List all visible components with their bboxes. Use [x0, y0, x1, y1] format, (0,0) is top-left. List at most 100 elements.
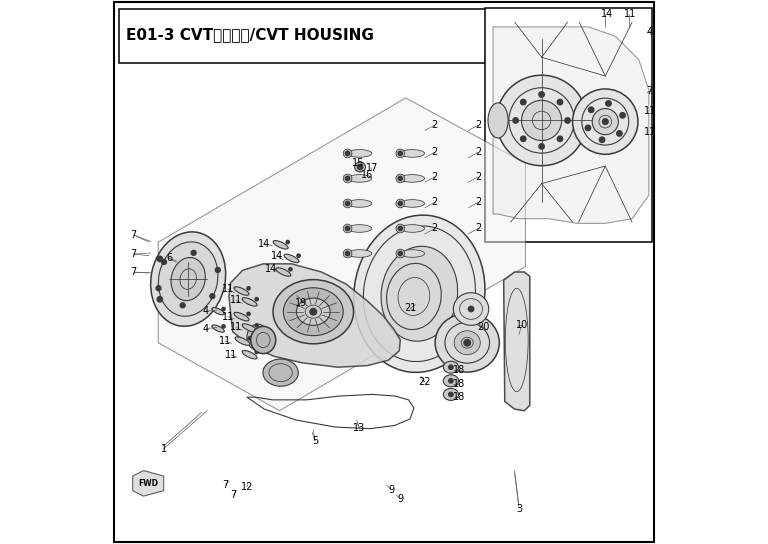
Ellipse shape	[343, 199, 352, 208]
Ellipse shape	[235, 337, 250, 345]
Ellipse shape	[400, 150, 425, 157]
Circle shape	[521, 100, 561, 140]
Ellipse shape	[381, 246, 458, 341]
Circle shape	[346, 201, 349, 206]
Ellipse shape	[443, 375, 458, 387]
Text: 11: 11	[224, 350, 237, 360]
Text: 11: 11	[222, 285, 234, 294]
Circle shape	[286, 240, 290, 244]
Ellipse shape	[276, 268, 291, 276]
Ellipse shape	[347, 200, 372, 207]
Ellipse shape	[400, 175, 425, 182]
Circle shape	[468, 306, 474, 312]
Text: 10: 10	[515, 320, 528, 330]
Text: 13: 13	[353, 423, 366, 433]
Text: 11: 11	[230, 323, 242, 332]
Text: 14: 14	[265, 264, 277, 274]
Ellipse shape	[396, 224, 405, 233]
Ellipse shape	[247, 324, 269, 350]
Ellipse shape	[396, 174, 405, 183]
Text: 14: 14	[270, 251, 283, 261]
Text: 4: 4	[647, 27, 653, 36]
Ellipse shape	[242, 298, 257, 306]
Ellipse shape	[454, 331, 480, 355]
Text: 7: 7	[222, 480, 228, 490]
Polygon shape	[158, 98, 525, 411]
Text: 21: 21	[404, 304, 416, 313]
Bar	[118, 9, 487, 63]
Circle shape	[255, 350, 258, 354]
Text: 7: 7	[230, 490, 237, 500]
Circle shape	[398, 151, 402, 156]
Text: 4: 4	[203, 306, 209, 316]
Ellipse shape	[212, 307, 224, 315]
Ellipse shape	[347, 150, 372, 157]
Circle shape	[521, 136, 526, 141]
Text: 2: 2	[475, 147, 482, 157]
Circle shape	[222, 325, 225, 328]
Text: 7: 7	[647, 86, 653, 96]
Circle shape	[180, 303, 185, 308]
Ellipse shape	[242, 324, 257, 332]
Circle shape	[539, 144, 545, 149]
Text: 18: 18	[453, 379, 465, 388]
Ellipse shape	[284, 254, 299, 263]
Text: 2: 2	[432, 197, 438, 207]
Circle shape	[592, 109, 618, 135]
Circle shape	[210, 294, 215, 299]
Ellipse shape	[343, 174, 352, 183]
Text: 12: 12	[240, 482, 253, 492]
Ellipse shape	[400, 200, 425, 207]
Circle shape	[398, 201, 402, 206]
Text: 2: 2	[432, 147, 438, 157]
Ellipse shape	[296, 298, 330, 325]
Ellipse shape	[443, 388, 458, 400]
Circle shape	[588, 107, 594, 113]
Ellipse shape	[396, 249, 405, 258]
Text: 14: 14	[258, 239, 270, 249]
Ellipse shape	[273, 280, 353, 344]
Ellipse shape	[343, 249, 352, 258]
Circle shape	[617, 131, 622, 136]
Ellipse shape	[355, 162, 366, 172]
Ellipse shape	[212, 325, 224, 332]
Text: 17: 17	[366, 163, 378, 172]
Ellipse shape	[263, 359, 298, 386]
Ellipse shape	[347, 250, 372, 257]
Ellipse shape	[234, 312, 249, 321]
Circle shape	[161, 259, 167, 264]
Ellipse shape	[435, 313, 499, 372]
Text: 11: 11	[644, 127, 656, 137]
Circle shape	[247, 312, 250, 316]
Text: 22: 22	[419, 377, 431, 387]
Ellipse shape	[347, 175, 372, 182]
Text: FWD: FWD	[138, 479, 158, 487]
Text: 7: 7	[131, 249, 137, 259]
Ellipse shape	[343, 224, 352, 233]
Text: 2: 2	[432, 120, 438, 130]
Circle shape	[346, 176, 349, 181]
Text: 1: 1	[161, 444, 167, 454]
Circle shape	[564, 118, 571, 123]
Text: 14: 14	[601, 9, 613, 19]
Circle shape	[398, 176, 402, 181]
Circle shape	[449, 379, 453, 383]
Ellipse shape	[443, 361, 458, 373]
Text: 5: 5	[312, 436, 318, 446]
Text: 20: 20	[478, 323, 490, 332]
Circle shape	[599, 137, 604, 143]
Circle shape	[398, 226, 402, 231]
Text: 7: 7	[131, 267, 137, 277]
Circle shape	[297, 254, 300, 257]
Text: 9: 9	[397, 494, 403, 504]
Text: 11: 11	[219, 336, 231, 346]
Circle shape	[539, 92, 545, 97]
Ellipse shape	[354, 215, 485, 373]
Ellipse shape	[283, 288, 343, 336]
Circle shape	[513, 118, 518, 123]
Ellipse shape	[488, 103, 508, 138]
Ellipse shape	[171, 257, 205, 301]
Circle shape	[255, 298, 258, 301]
Text: 3: 3	[516, 504, 522, 514]
Ellipse shape	[242, 350, 257, 359]
